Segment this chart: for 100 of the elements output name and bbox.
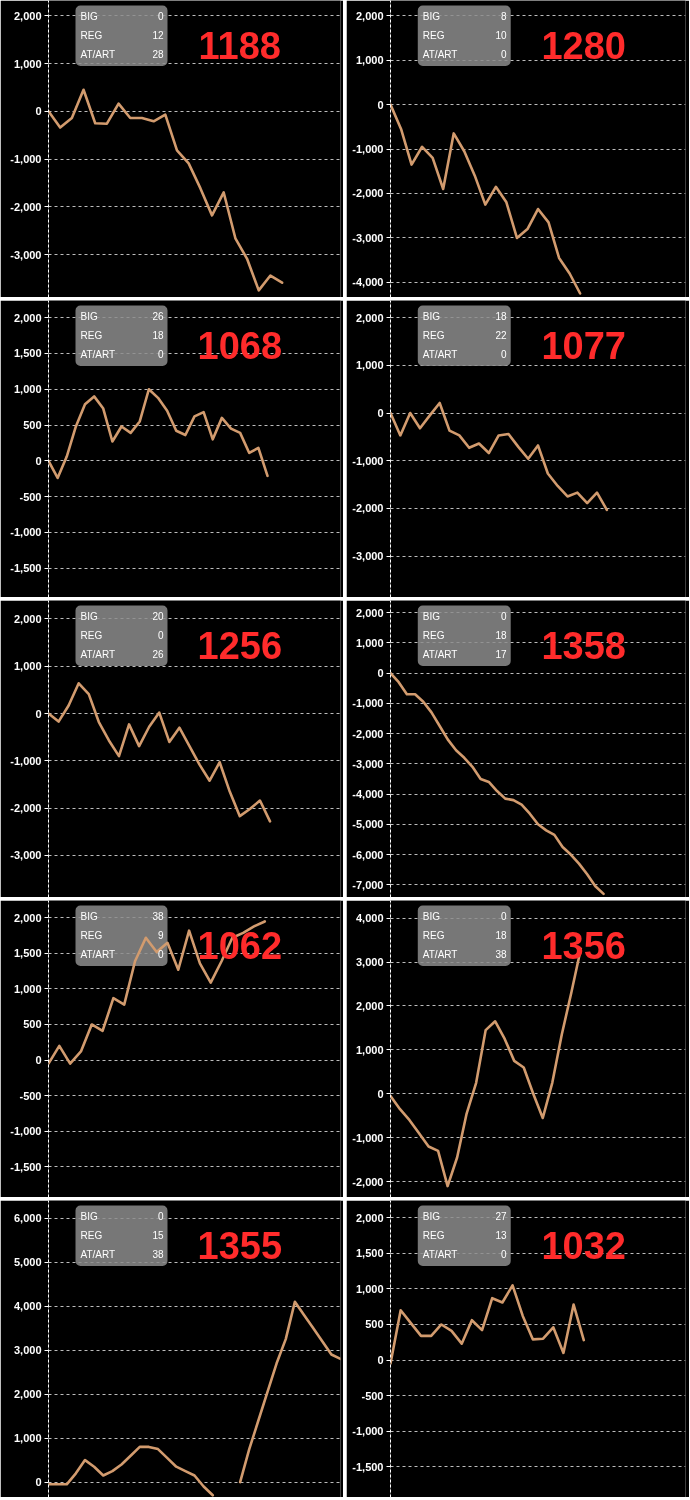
annotation: 0 [157,11,164,23]
annotation: 0 [501,49,508,61]
y-tick-label: 1,000 [13,383,42,396]
annotation: REG [422,629,445,641]
line-series [48,681,272,823]
y-tick-label: 0 [377,407,384,420]
annotation: AT/ART [422,948,458,960]
y-tick-label: 2,000 [13,9,42,22]
y-tick-label: 2,000 [13,612,42,625]
annotation: 18 [152,330,164,342]
annotation: 18 [495,630,508,642]
line-series [390,1284,586,1365]
y-tick-label: -2,000 [10,200,42,213]
y-tick-label: -6,000 [352,848,384,861]
annotation: 0 [157,630,164,642]
y-tick-label: 3,000 [355,956,384,969]
annotation: REG [80,329,103,341]
y-tick-label: -2,000 [352,727,384,740]
y-tick-label: 500 [365,1318,384,1331]
y-tick-label: 1,000 [355,359,384,372]
y-tick-label: 0 [35,1476,42,1489]
annotation: 0 [501,1249,508,1261]
annotation: AT/ART [80,1248,116,1260]
text: 1068 [197,325,283,367]
y-tick-label: 1,000 [355,1282,384,1295]
y-tick-label: -500 [361,1389,384,1402]
y-tick-label: 2,000 [355,606,384,619]
annotation: 0 [501,911,508,923]
annotation: 10 [495,30,508,42]
y-tick-label: 0 [35,1054,42,1067]
annotation: BIG [80,910,98,922]
y-tick-label: -1,000 [10,754,42,767]
annotation: AT/ART [422,648,458,660]
y-tick-label: 1,000 [13,660,42,673]
annotation: 20 [152,611,164,623]
annotation: AT/ART [80,948,116,960]
y-tick-label: -1,500 [10,1160,42,1173]
annotation: AT/ART [80,648,116,660]
line-series [390,401,609,512]
y-tick-label: 0 [377,1087,384,1100]
y-tick-label: -3,000 [352,231,384,244]
y-tick-label: 1,500 [355,1247,384,1260]
annotation: AT/ART [422,348,458,360]
text: 1256 [197,625,283,667]
y-tick-label: 2,000 [13,911,42,924]
annotation: BIG [422,910,441,922]
annotation: REG [80,929,103,941]
text: 1358 [541,625,626,667]
annotation: 9 [157,930,164,942]
text: 1355 [197,1225,283,1267]
annotation: 26 [152,649,164,661]
y-tick-label: -1,000 [352,1131,384,1144]
y-tick-label: -4,000 [352,276,384,289]
annotation: 0 [157,949,164,961]
text: 1356 [541,925,626,967]
y-tick-label: -1,000 [10,526,42,539]
y-tick-label: -1,000 [352,454,384,467]
annotation: 38 [152,1249,164,1261]
y-tick-label: -3,000 [352,757,384,770]
y-tick-label: 4,000 [355,912,384,925]
line-series [390,103,582,295]
y-tick-label: 0 [35,707,42,720]
annotation: 8 [501,11,508,23]
y-tick-label: -7,000 [352,878,384,891]
y-tick-label: -500 [19,490,42,503]
annotation: 0 [501,611,508,623]
annotation: BIG [80,310,98,322]
annotation: 17 [495,649,508,661]
y-tick-label: -1,000 [352,697,384,710]
y-tick-label: 6,000 [13,1212,42,1225]
y-tick-label: 2,000 [13,311,42,324]
y-tick-label: 1,000 [13,57,42,70]
y-tick-label: -1,500 [10,562,42,575]
annotation: BIG [80,10,98,22]
y-tick-label: 5,000 [13,1256,42,1269]
annotation: 0 [501,349,508,361]
y-tick-label: 2,000 [355,9,384,22]
y-tick-label: 1,000 [13,982,42,995]
y-tick-label: 1,000 [355,1043,384,1056]
y-tick-label: -500 [19,1089,42,1102]
annotation: BIG [422,1210,441,1222]
annotation: AT/ART [422,1248,458,1260]
annotation: 27 [495,1211,508,1223]
annotation: 18 [495,930,508,942]
y-tick-label: -4,000 [352,788,384,801]
annotation: REG [422,29,445,41]
y-tick-label: -2,000 [352,187,384,200]
y-tick-label: 1,000 [355,54,384,67]
y-tick-label: 0 [377,667,384,680]
y-tick-label: -3,000 [10,248,42,261]
annotation: BIG [422,310,441,322]
text: 1032 [541,1225,626,1267]
y-tick-label: -1,500 [352,1460,384,1473]
annotation: 26 [152,311,164,323]
y-tick-label: 2,000 [355,1211,384,1224]
annotation: REG [422,329,445,341]
y-tick-label: -3,000 [352,550,384,563]
annotation: REG [80,629,103,641]
y-tick-label: -2,000 [10,802,42,815]
text: 1280 [541,25,626,67]
